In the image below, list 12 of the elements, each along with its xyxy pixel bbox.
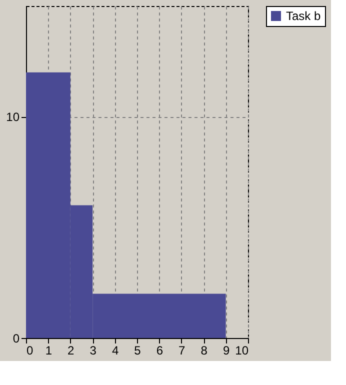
x-tick-label: 7 — [178, 344, 186, 358]
legend-label: Task b — [286, 9, 322, 23]
x-tick-label: 9 — [222, 344, 230, 358]
x-tick-label: 4 — [112, 344, 119, 358]
x-tick-label: 10 — [235, 344, 249, 358]
x-tick-label: 2 — [68, 344, 75, 358]
x-tick-label: 6 — [156, 344, 164, 358]
x-tick-label: 0 — [26, 344, 34, 358]
x-tick-label: 8 — [200, 344, 208, 358]
x-tick-label: 3 — [90, 344, 97, 358]
x-tick-label: 1 — [45, 344, 52, 358]
x-tick-label: 5 — [134, 344, 142, 358]
